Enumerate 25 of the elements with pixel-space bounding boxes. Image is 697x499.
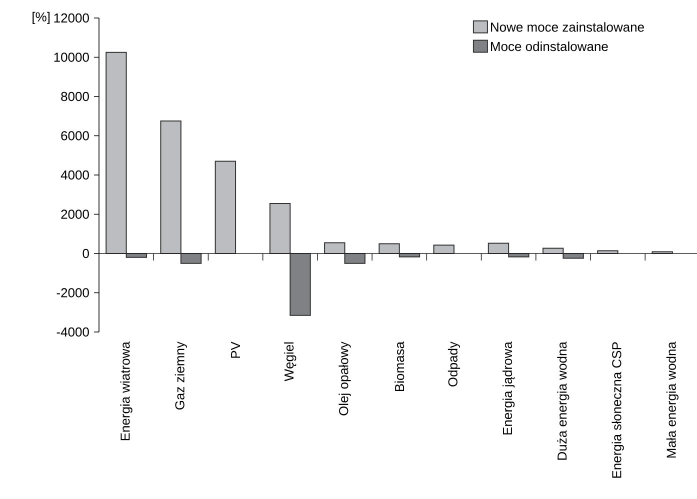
y-tick-label: 6000 (61, 131, 89, 140)
x-tick-label: Energia jądrowa (502, 342, 515, 434)
y-tick-label: -2000 (56, 288, 89, 298)
x-tick-label: Mała energia wodna (666, 342, 678, 458)
x-tick-label: Odpady (448, 342, 460, 386)
y-tick-label: 12000 (54, 13, 89, 23)
y-tick-label: 8000 (61, 92, 89, 102)
legend-label: Nowe moce zainstalowane (491, 22, 644, 32)
y-tick-label: 2000 (61, 210, 89, 219)
bar (433, 244, 454, 254)
x-tick-label: Energia wiatrowa (120, 342, 132, 440)
y-tick-label: 4000 (60, 170, 89, 180)
x-tick-label: Olej opałowy (338, 342, 351, 416)
x-tick-label: PV (231, 342, 240, 358)
x-tick-label: Węgiel (284, 342, 296, 382)
x-tick-label: Duża energia wodna (557, 342, 570, 460)
y-tick-label: -4000 (56, 327, 89, 337)
bar (214, 160, 236, 254)
x-tick-label: Energia słoneczna CSP (612, 342, 624, 478)
legend-label: Moce odinstalowane (491, 42, 608, 52)
y-axis-title: [%] (32, 12, 50, 24)
y-tick-label: 10000 (54, 52, 89, 62)
y-tick-label: 0 (82, 248, 89, 258)
x-tick-label: Gaz ziemny (174, 342, 187, 410)
x-tick-label: Biomasa (394, 342, 404, 392)
